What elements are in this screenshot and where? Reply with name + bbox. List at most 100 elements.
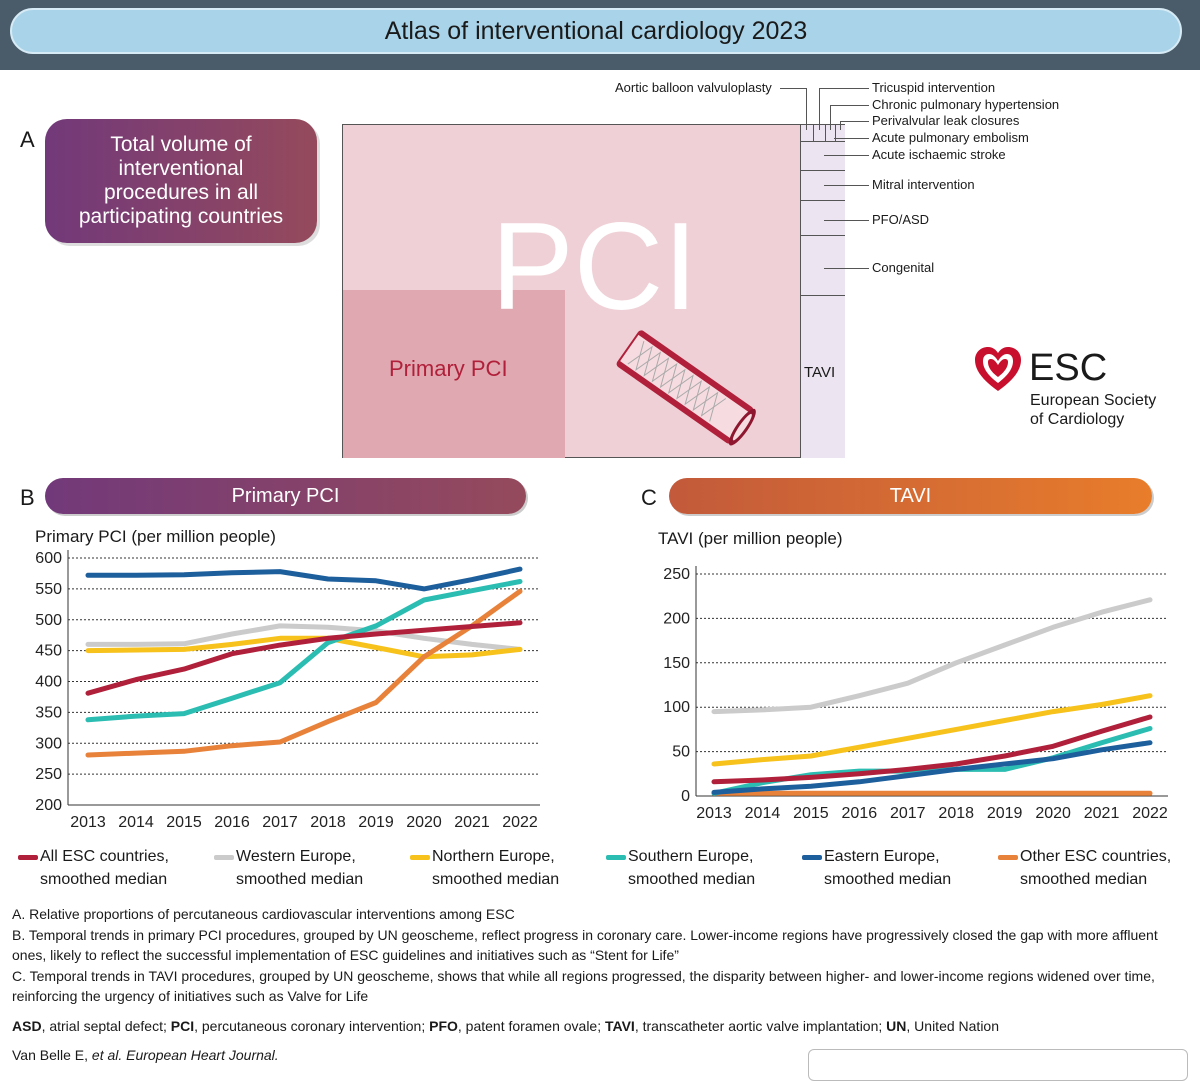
x-tick-label: 2021 bbox=[1084, 805, 1120, 822]
legend-text-southern: Southern Europe, smoothed median bbox=[628, 845, 755, 891]
primary-pci-section-pill: Primary PCI bbox=[45, 478, 526, 514]
x-tick-label: 2019 bbox=[358, 814, 394, 831]
abbreviations: ASD, atrial septal defect; PCI, percutan… bbox=[12, 1016, 1192, 1036]
legend-line2: smoothed median bbox=[1020, 871, 1148, 888]
note-c: C. Temporal trends in TAVI procedures, g… bbox=[12, 968, 1155, 1004]
legend-swatch-northern bbox=[410, 855, 430, 860]
esc-logo-line1: European Society bbox=[1030, 392, 1157, 409]
tavi-line-chart: 0 50 100 150 200 250 2013 2014 2015 2016 2017 2018 2… bbox=[663, 566, 1168, 822]
small-vdivider-2 bbox=[825, 125, 826, 141]
x-tick-label: 2018 bbox=[310, 814, 346, 831]
esc-logo-line2: of Cardiology bbox=[1030, 411, 1125, 428]
leader-pulm-htn-v bbox=[830, 105, 831, 130]
abbr-tavi-def: , transcatheter aortic valve implantatio… bbox=[634, 1018, 887, 1034]
total-volume-text: Total volume of interventional procedure… bbox=[78, 133, 284, 228]
x-tick-label: 2013 bbox=[70, 814, 106, 831]
abbr-un-def: , United Nation bbox=[906, 1018, 999, 1034]
label-ischaemic-stroke: Acute ischaemic stroke bbox=[872, 147, 1006, 162]
stroke-divider bbox=[800, 170, 845, 171]
legend-text-western: Western Europe, smoothed median bbox=[236, 845, 363, 891]
series-line-eastern bbox=[711, 740, 1153, 795]
legend-line1: Western Europe, bbox=[236, 848, 356, 865]
x-tick-label: 2018 bbox=[938, 805, 974, 822]
leader-aortic-h bbox=[780, 88, 806, 89]
abbr-un-term: UN bbox=[886, 1018, 907, 1034]
label-aortic-balloon: Aortic balloon valvuloplasty bbox=[615, 80, 772, 95]
legend-text-eastern: Eastern Europe, smoothed median bbox=[824, 845, 951, 891]
primary-pci-label: Primary PCI bbox=[389, 356, 508, 381]
pfo-divider bbox=[800, 235, 845, 236]
label-pulmonary-embolism: Acute pulmonary embolism bbox=[872, 130, 1029, 145]
legend-line1: Southern Europe, bbox=[628, 848, 754, 865]
abbr-pci-def: , percutaneous coronary intervention; bbox=[194, 1018, 430, 1034]
x-tick-label: 2016 bbox=[842, 805, 878, 822]
y-tick-label: 200 bbox=[35, 797, 62, 814]
y-tick-label: 100 bbox=[663, 699, 690, 716]
y-tick-label: 400 bbox=[35, 674, 62, 691]
leader-tricuspid-v bbox=[819, 88, 820, 130]
leader-congenital bbox=[824, 268, 869, 269]
note-b: B. Temporal trends in primary PCI proced… bbox=[12, 927, 1158, 963]
y-tick-label: 250 bbox=[663, 566, 690, 583]
primary-pci-cell bbox=[343, 290, 565, 458]
x-tick-label: 2013 bbox=[696, 805, 732, 822]
y-tick-label: 450 bbox=[35, 643, 62, 660]
panel-a-letter: A bbox=[20, 127, 35, 152]
x-tick-label: 2015 bbox=[166, 814, 202, 831]
tavi-divider bbox=[800, 295, 845, 296]
legend-line2: smoothed median bbox=[824, 871, 952, 888]
legend-swatch-eastern bbox=[802, 855, 822, 860]
x-tick-label: 2016 bbox=[214, 814, 250, 831]
label-tricuspid: Tricuspid intervention bbox=[872, 80, 996, 95]
label-mitral: Mitral intervention bbox=[872, 177, 975, 192]
y-tick-label: 600 bbox=[35, 550, 62, 567]
legend-text-all: All ESC countries, smoothed median bbox=[40, 845, 169, 891]
tavi-structural-column bbox=[800, 125, 845, 458]
legend-line1: All ESC countries, bbox=[40, 848, 169, 865]
leader-periv-v bbox=[840, 121, 841, 130]
citation: Van Belle E, et al. European Heart Journ… bbox=[12, 1045, 1192, 1065]
y-tick-label: 250 bbox=[35, 766, 62, 783]
citation-etal: et al. European Heart Journal. bbox=[91, 1047, 279, 1063]
leader-aortic-v bbox=[806, 88, 807, 130]
y-tick-label: 350 bbox=[35, 704, 62, 721]
x-tick-label: 2015 bbox=[793, 805, 829, 822]
series-line-western bbox=[711, 597, 1153, 715]
abbr-asd-term: ASD bbox=[12, 1018, 42, 1034]
series-line-all bbox=[85, 620, 523, 696]
legend-line2: smoothed median bbox=[628, 871, 756, 888]
leader-stroke bbox=[824, 155, 869, 156]
legend-swatch-all bbox=[18, 855, 38, 860]
legend-text-other: Other ESC countries, smoothed median bbox=[1020, 845, 1171, 891]
page-title: Atlas of interventional cardiology 2023 bbox=[10, 8, 1182, 54]
series-line-southern bbox=[85, 579, 523, 723]
x-tick-label: 2022 bbox=[502, 814, 538, 831]
legend-swatch-southern bbox=[606, 855, 626, 860]
small-divider bbox=[800, 141, 845, 142]
abbr-pfo-def: , patent foramen ovale; bbox=[457, 1018, 605, 1034]
chart-b-title: Primary PCI (per million people) bbox=[35, 527, 276, 546]
leader-pulm-htn-h bbox=[830, 105, 869, 106]
y-tick-label: 50 bbox=[672, 744, 690, 761]
small-vdivider-3 bbox=[835, 125, 836, 141]
series-line-northern bbox=[85, 635, 523, 660]
label-congenital: Congenital bbox=[872, 260, 935, 275]
x-tick-label: 2014 bbox=[745, 805, 781, 822]
legend-text-northern: Northern Europe, smoothed median bbox=[432, 845, 559, 891]
y-tick-label: 550 bbox=[35, 581, 62, 598]
label-perivalvular: Perivalvular leak closures bbox=[872, 113, 1020, 128]
citation-authors: Van Belle E, bbox=[12, 1047, 92, 1063]
legend-line2: smoothed median bbox=[236, 871, 364, 888]
procedure-treemap: PCI Primary PCI TAVI bbox=[342, 124, 845, 458]
leader-pulm-emb bbox=[834, 138, 869, 139]
series-line-eastern bbox=[85, 566, 523, 592]
x-tick-label: 2017 bbox=[890, 805, 926, 822]
legend-swatch-other bbox=[998, 855, 1018, 860]
y-tick-label: 300 bbox=[35, 735, 62, 752]
leader-mitral bbox=[824, 185, 869, 186]
legend-line1: Other ESC countries, bbox=[1020, 848, 1172, 865]
y-tick-label: 150 bbox=[663, 655, 690, 672]
legend-line2: smoothed median bbox=[432, 871, 560, 888]
x-tick-label: 2019 bbox=[987, 805, 1023, 822]
x-tick-label: 2014 bbox=[118, 814, 154, 831]
